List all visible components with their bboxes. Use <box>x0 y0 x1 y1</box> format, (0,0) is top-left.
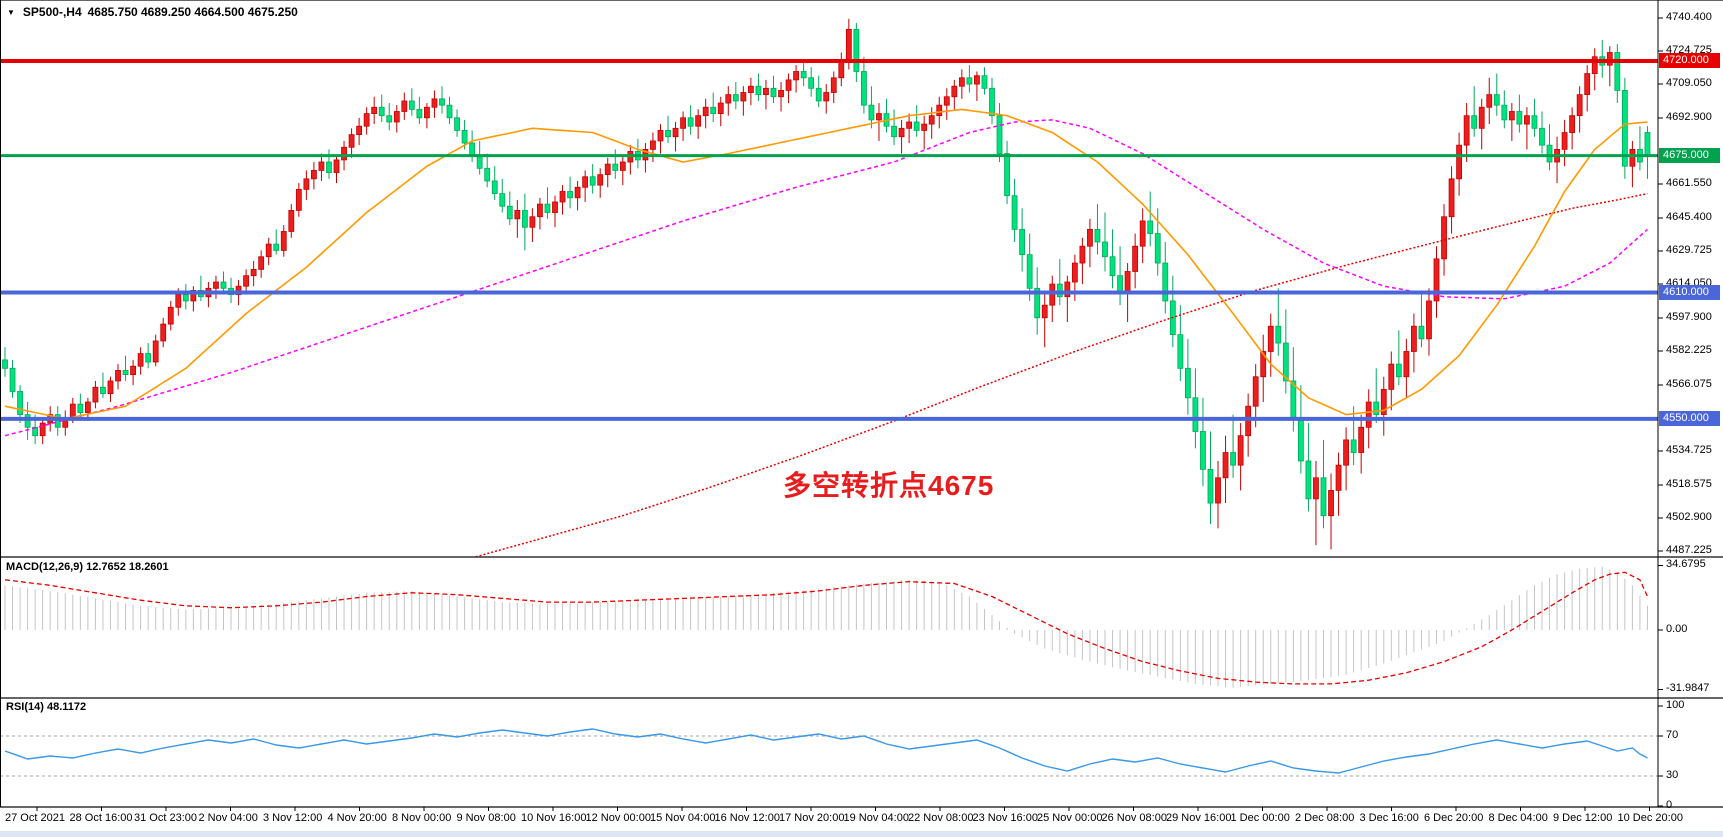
time-tick-label: 29 Nov 16:00 <box>1166 812 1232 824</box>
chart-header[interactable]: ▼ SP500-,H4 4685.750 4689.250 4664.500 4… <box>7 5 298 19</box>
time-tick-label: 15 Nov 04:00 <box>650 812 716 824</box>
time-tick-label: 10 Nov 16:00 <box>521 812 587 824</box>
macd-indicator-label: MACD(12,26,9) 12.7652 18.2601 <box>6 561 169 573</box>
price-tick-label: 4502.900 <box>1666 511 1712 523</box>
time-tick-label: 16 Nov 12:00 <box>714 812 780 824</box>
time-tick-label: 22 Nov 08:00 <box>908 812 974 824</box>
time-tick-label: 3 Nov 12:00 <box>263 812 323 824</box>
rsi-tick-label: 100 <box>1666 699 1685 711</box>
macd-tick-label: -31.9847 <box>1666 682 1710 695</box>
time-tick-label: 9 Dec 12:00 <box>1553 812 1613 824</box>
price-tick-label: 4518.575 <box>1666 478 1712 490</box>
time-tick-label: 26 Nov 08:00 <box>1101 812 1167 824</box>
time-tick-label: 2 Nov 04:00 <box>198 812 258 824</box>
time-tick-label: 23 Nov 16:00 <box>972 812 1038 824</box>
time-tick-label: 17 Nov 20:00 <box>779 812 845 824</box>
macd-signal-line <box>4 571 1649 685</box>
time-tick-label: 25 Nov 00:00 <box>1037 812 1103 824</box>
time-tick-label: 2 Dec 08:00 <box>1295 812 1355 824</box>
time-tick-label: 4 Nov 20:00 <box>327 812 387 824</box>
price-tick-label: 4692.900 <box>1666 111 1712 123</box>
ohlc-values: 4685.750 4689.250 4664.500 4675.250 <box>87 5 298 19</box>
price-tick-label: 4534.725 <box>1666 444 1712 456</box>
symbol-dropdown-icon[interactable]: ▼ <box>7 7 15 17</box>
price-tick-label: 4582.225 <box>1666 344 1712 356</box>
macd-tick-label: 34.6795 <box>1666 558 1706 571</box>
macd-histogram <box>4 566 1648 688</box>
price-tick-label: 4661.550 <box>1666 177 1712 189</box>
price-badge-4550: 4550.000 <box>1659 410 1720 426</box>
price-badge-4720: 4720.000 <box>1659 52 1720 68</box>
ma-slow-line <box>472 192 1648 557</box>
rsi-line <box>4 728 1648 774</box>
price-tick-label: 4597.900 <box>1666 311 1712 323</box>
symbol-timeframe-label: SP500-,H4 <box>22 5 82 19</box>
price-tick-label: 4645.400 <box>1666 211 1712 223</box>
price-tick-label: 4629.725 <box>1666 244 1712 256</box>
time-tick-label: 6 Dec 20:00 <box>1424 812 1484 824</box>
price-badge-4675: 4675.000 <box>1659 147 1720 163</box>
time-tick-label: 3 Dec 16:00 <box>1359 812 1419 824</box>
time-tick-label: 31 Oct 23:00 <box>134 812 197 824</box>
ma-mid-line <box>4 119 1648 437</box>
time-tick-label: 9 Nov 08:00 <box>456 812 516 824</box>
rsi-tick-label: 70 <box>1666 729 1679 741</box>
chart-text-annotation[interactable]: 多空转折点4675 <box>783 470 995 501</box>
price-tick-label: 4740.400 <box>1666 11 1712 23</box>
candlestick-series <box>2 18 1651 550</box>
rsi-tick-label: 30 <box>1666 769 1679 781</box>
time-tick-label: 10 Dec 20:00 <box>1617 812 1683 824</box>
time-tick-label: 28 Oct 16:00 <box>69 812 133 824</box>
price-tick-label: 4566.075 <box>1666 378 1712 390</box>
time-tick-label: 12 Nov 00:00 <box>585 812 651 824</box>
time-tick-label: 27 Oct 2021 <box>5 812 65 824</box>
price-tick-label: 4709.050 <box>1666 77 1712 89</box>
price-tick-label: 4487.225 <box>1666 544 1712 556</box>
time-tick-label: 8 Dec 04:00 <box>1488 812 1548 824</box>
bottom-scroll-strip[interactable] <box>0 831 1723 837</box>
ma-fast-line <box>4 108 1648 420</box>
time-tick-label: 8 Nov 00:00 <box>392 812 452 824</box>
rsi-indicator-label: RSI(14) 48.1172 <box>6 701 87 713</box>
macd-tick-label: 0.00 <box>1666 623 1688 635</box>
rsi-tick-label: 0 <box>1666 799 1673 811</box>
price-badge-4610: 4610.000 <box>1659 284 1720 300</box>
time-tick-label: 19 Nov 04:00 <box>843 812 909 824</box>
time-tick-label: 1 Dec 00:00 <box>1230 812 1290 824</box>
